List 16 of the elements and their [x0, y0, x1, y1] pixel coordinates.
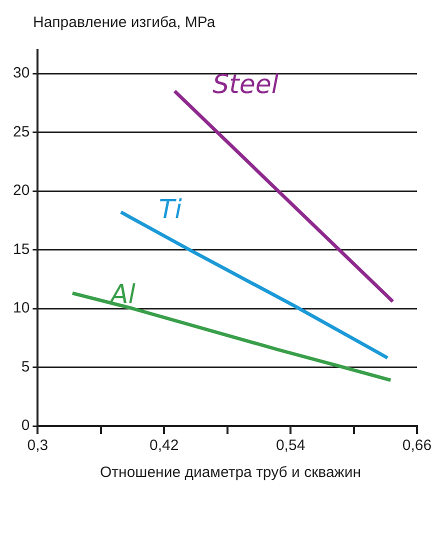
x-tick-label: 0,66 [402, 437, 432, 454]
x-tick-label: 0,3 [27, 437, 48, 454]
y-tick-label: 0 [21, 417, 30, 434]
y-tick-label: 15 [12, 240, 30, 258]
series-label: Ti [158, 194, 183, 225]
y-tick-label: 10 [12, 300, 30, 317]
x-tick-label: 0,42 [150, 437, 179, 454]
y-tick-label: 30 [12, 64, 30, 82]
y-tick-label: 20 [12, 182, 30, 200]
x-tick-label: 0,54 [276, 437, 306, 454]
series-label: Steel [212, 70, 280, 100]
series-label: Al [108, 280, 136, 310]
x-axis-title: Отношение диаметра труб и скважин [99, 464, 362, 481]
y-tick-label: 25 [12, 123, 30, 140]
y-axis-title: Направление изгиба, МРа [33, 14, 216, 31]
y-tick-label: 5 [21, 358, 30, 376]
